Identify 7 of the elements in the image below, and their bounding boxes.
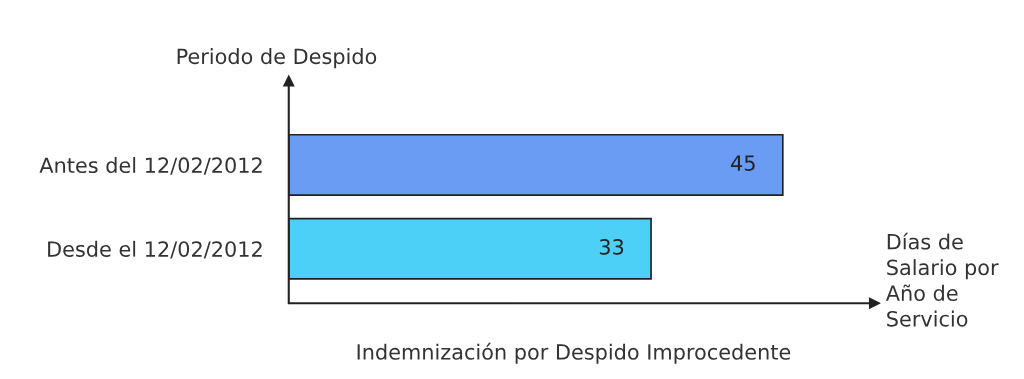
y-axis-title: Periodo de Despido [177, 48, 377, 69]
data-label: 45 [731, 155, 755, 171]
y-tick-label: Antes del 12/02/2012 [39, 156, 262, 175]
text: Indemnización por Despido Improcedente [357, 342, 791, 364]
data-label: 33 [599, 239, 624, 255]
y-tick-label: Desde el 12/02/2012 [48, 240, 262, 259]
x-axis-title: Días de Salario por Año de Servicio [885, 232, 999, 327]
